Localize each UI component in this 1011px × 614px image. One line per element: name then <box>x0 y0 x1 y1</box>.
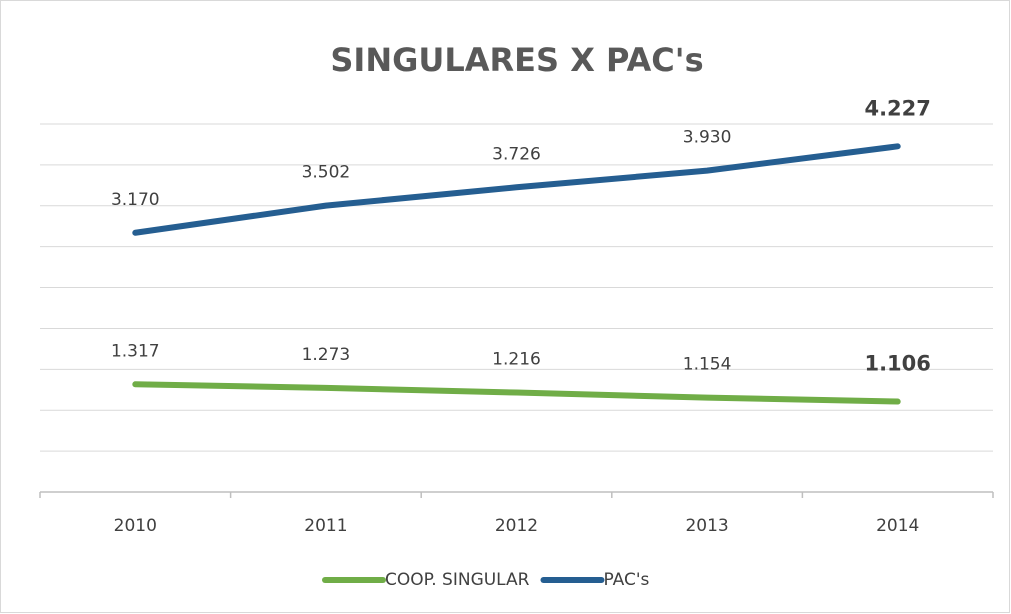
x-tick-label: 2014 <box>876 516 919 536</box>
x-tick-label: 2010 <box>114 516 157 536</box>
data-label: 3.170 <box>111 190 160 210</box>
data-label: 3.502 <box>302 163 351 183</box>
x-tick-label: 2013 <box>685 516 728 536</box>
data-label: 1.273 <box>302 345 351 365</box>
legend-label: PAC's <box>603 570 649 590</box>
data-label: 1.154 <box>683 355 732 375</box>
data-label: 3.726 <box>492 144 541 164</box>
data-label: 4.227 <box>864 96 930 120</box>
x-tick-label: 2011 <box>304 516 347 536</box>
x-tick-label: 2012 <box>495 516 538 536</box>
legend-label: COOP. SINGULAR <box>385 570 530 590</box>
data-label: 1.106 <box>864 352 930 376</box>
chart-title: SINGULARES X PAC's <box>330 41 703 79</box>
data-label: 3.930 <box>683 128 732 148</box>
data-label: 1.317 <box>111 341 160 361</box>
series-line <box>132 143 901 236</box>
series-line <box>132 381 901 405</box>
data-label: 1.216 <box>492 350 541 370</box>
